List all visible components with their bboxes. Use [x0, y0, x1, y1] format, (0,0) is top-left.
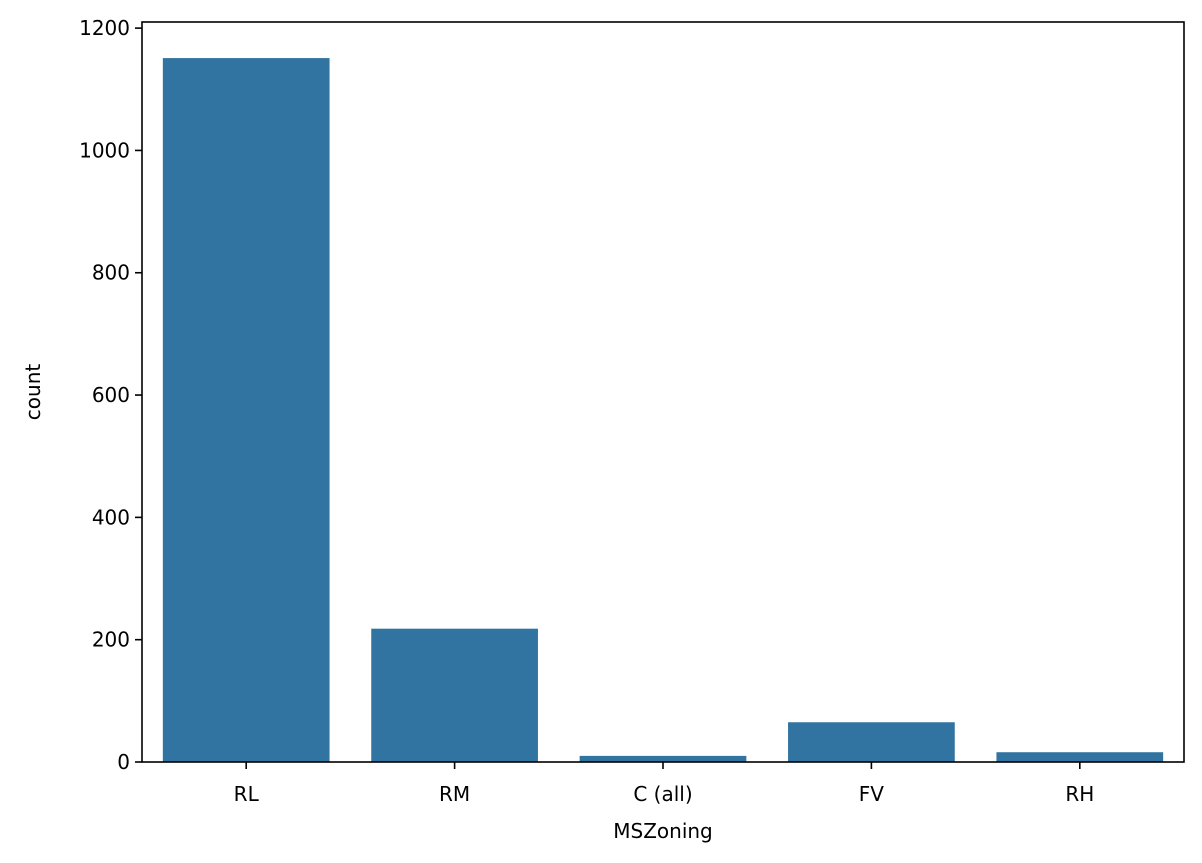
y-tick-label: 1200 — [79, 16, 130, 40]
y-tick-label: 400 — [92, 505, 130, 529]
x-axis-label: MSZoning — [613, 819, 713, 843]
bar-rh — [996, 752, 1164, 762]
y-tick-label: 800 — [92, 261, 130, 285]
bar-c-all — [579, 755, 747, 762]
y-axis: 0 200 400 600 800 1000 1200 — [79, 16, 142, 774]
x-tick-label: RL — [234, 782, 260, 806]
y-tick-label: 600 — [92, 383, 130, 407]
x-tick-label: C (all) — [633, 782, 692, 806]
bar-rm — [371, 628, 538, 762]
bars-group — [162, 58, 1164, 763]
plot-frame — [141, 21, 1185, 763]
y-axis-label: count — [21, 364, 45, 421]
x-tick-label: RM — [439, 782, 470, 806]
x-tick-label: RH — [1065, 782, 1094, 806]
y-tick-label: 200 — [92, 628, 130, 652]
y-tick-label: 0 — [117, 750, 130, 774]
x-axis: RL RM C (all) FV RH — [234, 762, 1094, 806]
bar-fv — [788, 722, 955, 762]
bar-rl — [162, 58, 330, 763]
x-tick-label: FV — [859, 782, 885, 806]
y-tick-label: 1000 — [79, 138, 130, 162]
